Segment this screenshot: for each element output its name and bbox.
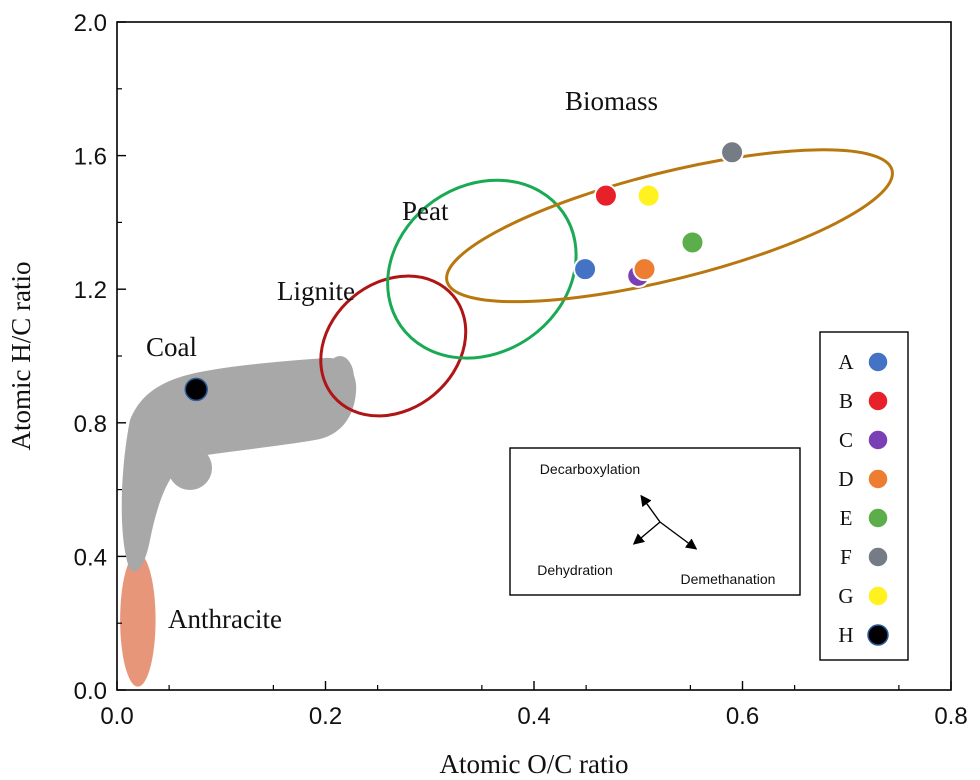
- legend-marker-b: [867, 390, 889, 412]
- legend-label-f: F: [840, 545, 852, 569]
- inset-label-demethanation: Demethanation: [681, 571, 776, 587]
- point-b: [593, 183, 618, 208]
- legend-marker-f: [867, 546, 889, 568]
- y-tick-label: 2.0: [74, 10, 107, 37]
- point-h: [184, 377, 208, 402]
- x-tick-label: 0.2: [309, 703, 342, 730]
- region-anthracite: [120, 553, 156, 687]
- label-peat: Peat: [402, 196, 449, 226]
- x-tick-label: 0.8: [934, 703, 967, 730]
- legend-label-e: E: [840, 506, 853, 530]
- legend-label-d: D: [838, 467, 853, 491]
- coal-band-shape: [121, 357, 357, 572]
- point-e: [680, 230, 705, 255]
- arrow-demethanation: [659, 521, 698, 550]
- legend-label-h: H: [838, 623, 853, 647]
- axes: 0.0 0.2 0.4 0.6 0.8 0.0 0.4 0.8 1.2 1.6 2.0 Atomic …: [6, 10, 968, 779]
- point-g: [636, 183, 661, 208]
- arrow-decarboxylation: [640, 494, 661, 523]
- data-points: [184, 140, 745, 402]
- coal-band-lobe: [168, 446, 212, 490]
- x-tick-label: 0.4: [517, 703, 550, 730]
- legend-label-a: A: [838, 350, 854, 374]
- point-a: [573, 257, 598, 282]
- legend-marker-d: [867, 468, 889, 490]
- region-labels: Biomass Peat Lignite Coal Anthracite: [146, 86, 658, 634]
- label-lignite: Lignite: [277, 276, 355, 306]
- regions: [120, 148, 894, 687]
- point-f: [720, 140, 745, 165]
- x-axis-title: Atomic O/C ratio: [440, 749, 629, 779]
- y-tick-label: 1.6: [74, 144, 107, 171]
- legend-marker-h: [867, 624, 889, 646]
- label-coal: Coal: [146, 332, 197, 362]
- legend-marker-e: [867, 507, 889, 529]
- y-tick-label: 0.0: [74, 678, 107, 705]
- x-tick-label: 0.6: [726, 703, 759, 730]
- legend-label-c: C: [839, 428, 853, 452]
- region-biomass: [445, 148, 894, 304]
- y-tick-label: 0.8: [74, 411, 107, 438]
- region-coal: [121, 356, 357, 572]
- y-tick-label: 1.2: [74, 277, 107, 304]
- inset-label-dehydration: Dehydration: [537, 562, 613, 578]
- y-axis-title: Atomic H/C ratio: [6, 262, 36, 451]
- point-d: [632, 257, 657, 282]
- inset-box: [509, 447, 801, 596]
- inset-diagram: Decarboxylation Dehydration Demethanation: [509, 447, 801, 596]
- inset-label-decarboxylation: Decarboxylation: [540, 461, 640, 477]
- legend-box: [819, 331, 909, 661]
- legend-marker-g: [867, 585, 889, 607]
- region-lignite: [319, 274, 468, 418]
- legend-label-g: G: [838, 584, 853, 608]
- x-tick-label: 0.0: [100, 703, 133, 730]
- y-tick-label: 0.4: [74, 544, 107, 571]
- legend-label-b: B: [839, 389, 853, 413]
- legend-marker-a: [867, 351, 889, 373]
- label-biomass: Biomass: [565, 86, 658, 116]
- legend-marker-c: [867, 429, 889, 451]
- arrow-dehydration: [632, 521, 661, 545]
- region-peat: [386, 178, 578, 360]
- coal-band-tip: [326, 356, 354, 400]
- label-anthracite: Anthracite: [168, 604, 282, 634]
